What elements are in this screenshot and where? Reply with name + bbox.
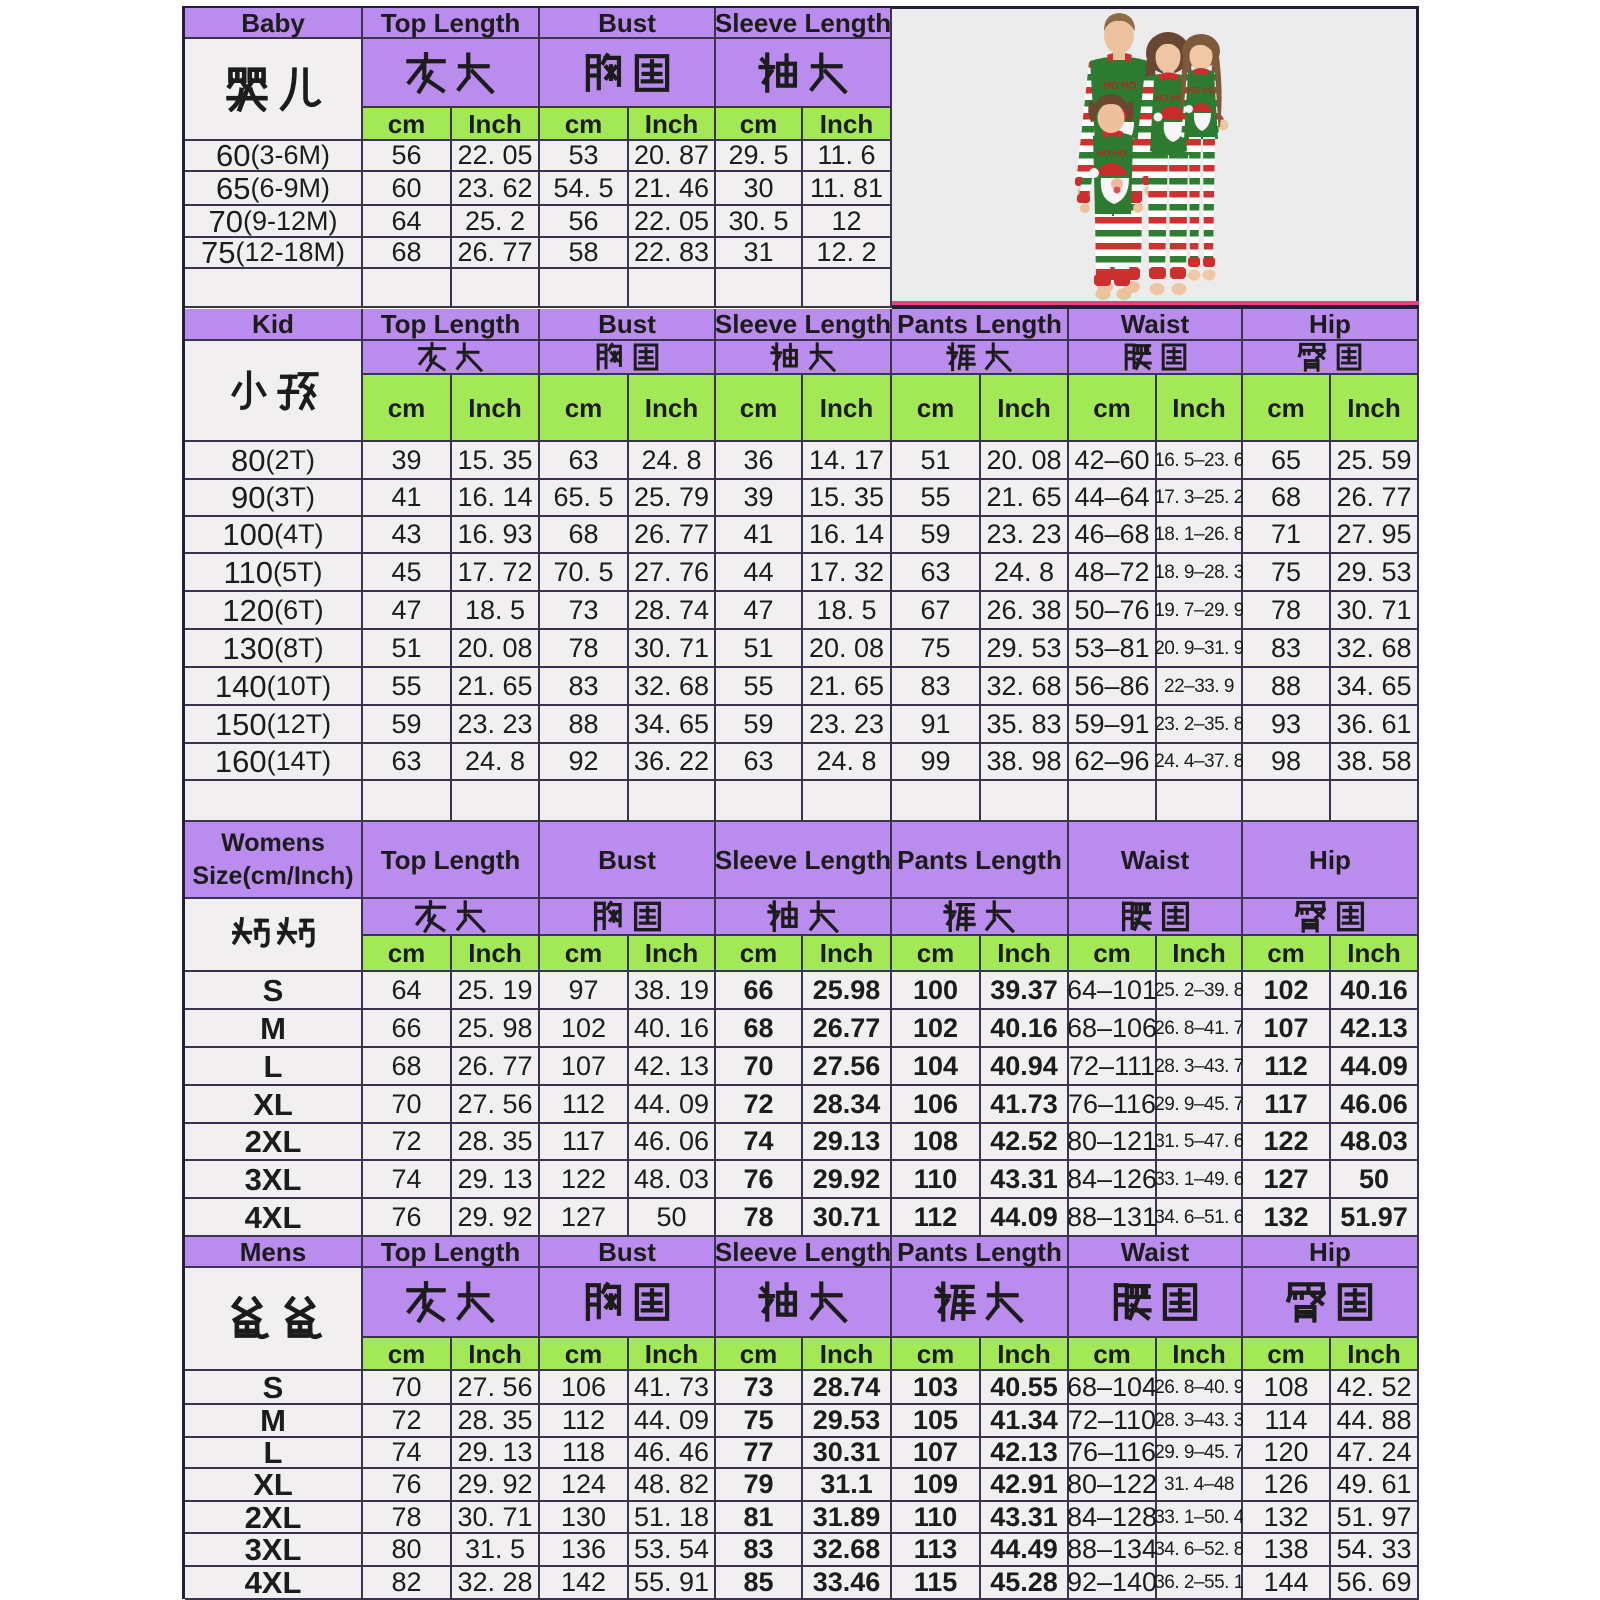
- svg-text:HO HO: HO HO: [1188, 86, 1214, 95]
- svg-text:HO HO: HO HO: [1097, 148, 1127, 158]
- svg-text:HO HO: HO HO: [1104, 81, 1137, 92]
- svg-text:HO HO: HO HO: [1155, 93, 1185, 103]
